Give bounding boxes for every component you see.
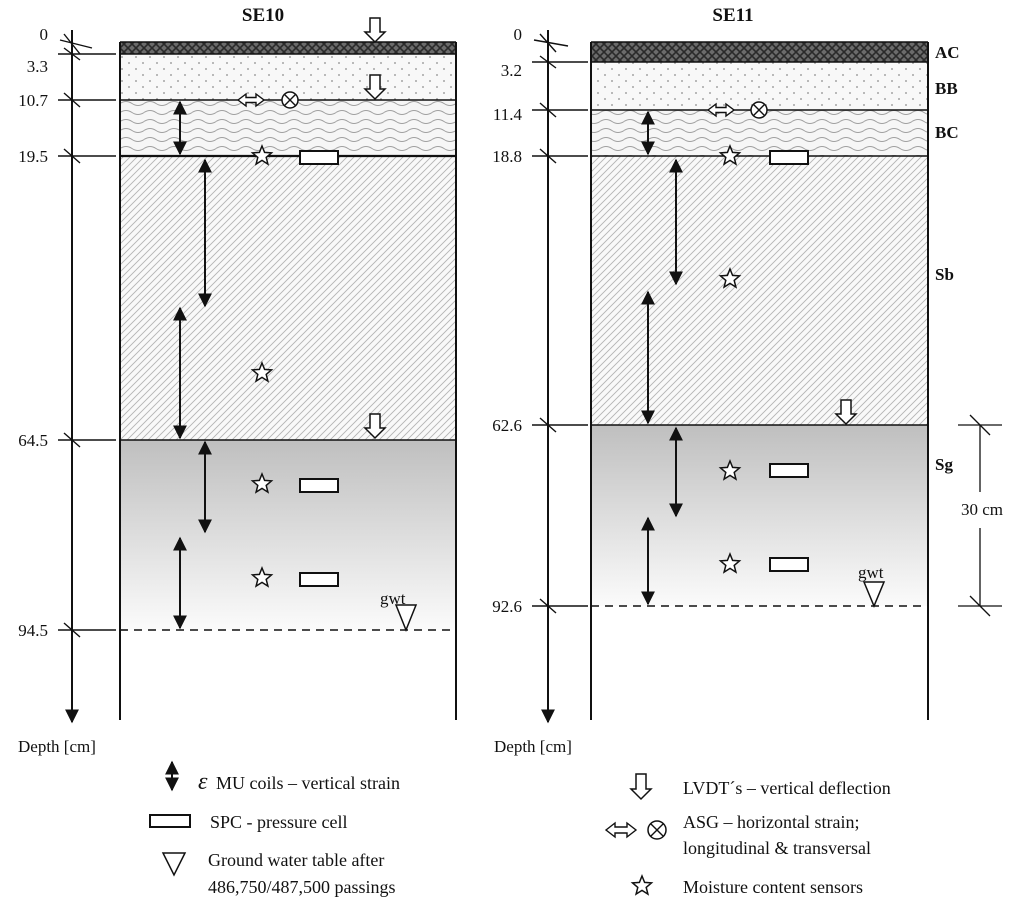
legend-asg-line1: ASG – horizontal strain; [683,812,859,832]
asg-sensor [236,91,299,109]
cross-circle-icon [647,820,667,840]
depth-axis: 0 3.2 11.4 18.8 62.6 92.6 Depth [cm] [492,25,588,756]
star-icon [718,144,742,166]
depth-label-0: 0 [514,25,523,44]
layer-label-bc: BC [935,123,959,142]
profile-title: SE11 [712,5,753,26]
legend: ε MU coils – vertical strain SPC - press… [149,760,891,897]
gwt-label: gwt [380,589,406,608]
star-icon [718,267,742,289]
star-icon [718,459,742,481]
pressure-cell-icon [149,814,191,828]
hollow-down-arrow-icon [629,773,653,801]
depth-label-2: 11.4 [493,105,523,124]
depth-label-4: 62.6 [492,416,522,435]
depth-label-0: 0 [40,25,49,44]
legend-gwt-line2: 486,750/487,500 passings [208,877,396,897]
depth-label-1: 3.2 [501,61,522,80]
dimension-30cm: 30 cm [958,414,1003,617]
hollow-down-arrow-icon [363,74,387,101]
depth-label-5: 94.5 [18,621,48,640]
moisture-sensors [718,144,742,574]
layer-fills [120,42,456,630]
cross-circle-icon [750,101,768,119]
star-icon [718,552,742,574]
profile-outline [590,41,929,720]
star-icon [250,566,274,588]
triangle-down-icon [394,604,418,633]
layer-label-bb: BB [935,79,958,98]
profile-title: SE10 [242,5,284,26]
depth-label-3: 19.5 [18,147,48,166]
layer-sb [591,156,928,425]
depth-label-1: 3.3 [27,57,48,76]
pressure-cells [299,150,339,587]
layer-fills [591,42,928,606]
double-arrow-icon [236,92,266,108]
legend-lvdt-label: LVDT´s – vertical deflection [683,778,891,798]
gwt-label: gwt [858,563,884,582]
profile-outline [119,41,457,720]
layer-ac [591,42,928,62]
legend-moisture-label: Moisture content sensors [683,877,863,897]
star-icon [250,361,274,383]
moisture-sensors [250,144,274,588]
star-icon [630,874,654,896]
gwt-marker: gwt [380,589,418,633]
depth-label-3: 18.8 [492,147,522,166]
depth-label-4: 64.5 [18,431,48,450]
layer-label-sg: Sg [935,455,953,474]
legend-asg: ASG – horizontal strain; longitudinal & … [604,812,871,858]
depth-axis-label: Depth [cm] [18,737,96,756]
depth-label-2: 10.7 [18,91,48,110]
profile-se10: SE10 [18,5,457,756]
mu-coil-arrows [641,110,683,606]
legend-asg-line2: longitudinal & transversal [683,838,871,858]
depth-axis: 0 3.3 10.7 19.5 64.5 94.5 Depth [cm] [18,25,116,756]
legend-gwt: Ground water table after 486,750/487,500… [161,850,396,897]
lvdt-sensors [363,17,387,440]
star-icon [250,472,274,494]
hollow-down-arrow-icon [363,413,387,440]
dimension-label: 30 cm [961,500,1003,519]
double-arrow-icon [706,102,736,118]
gwt-marker: gwt [858,563,886,608]
layer-label-sb: Sb [935,265,954,284]
layer-sg [120,440,456,630]
hollow-down-arrow-icon [363,17,387,44]
mu-coil-arrows [173,100,212,630]
lvdt-sensors [834,399,858,426]
legend-moisture: Moisture content sensors [630,874,863,897]
legend-spc: SPC - pressure cell [149,812,347,832]
depth-label-5: 92.6 [492,597,522,616]
cross-circle-icon [281,91,299,109]
legend-lvdt: LVDT´s – vertical deflection [629,773,891,801]
triangle-down-icon [161,852,187,877]
legend-gwt-line1: Ground water table after [208,850,384,870]
layer-ac [120,42,456,54]
legend-mu-coils: ε MU coils – vertical strain [165,760,400,795]
epsilon-symbol: ε [198,769,208,795]
layer-label-ac: AC [935,43,960,62]
star-icon [250,144,274,166]
legend-spc-label: SPC - pressure cell [210,812,347,832]
pressure-cells [769,150,809,572]
layer-labels: AC BB BC Sb Sg [935,43,960,474]
profile-se11: SE11 [492,5,1003,756]
triangle-down-icon [862,581,886,608]
double-arrow-icon [604,821,638,839]
layer-sb [120,156,456,440]
asg-sensor [706,101,768,119]
legend-mu-coils-label: MU coils – vertical strain [216,773,400,793]
hollow-down-arrow-icon [834,399,858,426]
depth-axis-label: Depth [cm] [494,737,572,756]
